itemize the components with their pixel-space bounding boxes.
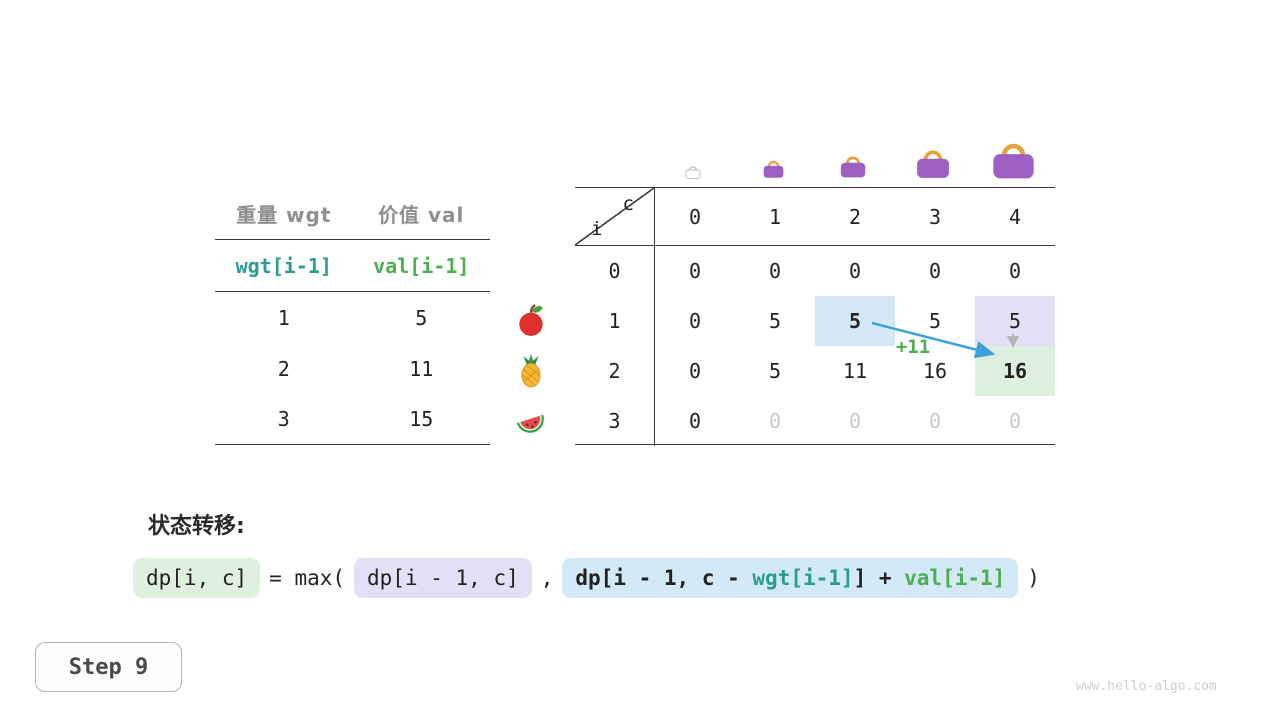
- dp-cell: 0: [688, 259, 702, 283]
- formula-separator: ,: [540, 566, 554, 590]
- item-row: 2 11: [215, 343, 490, 394]
- take-val-term: val[i-1]: [904, 566, 1006, 590]
- dp-cell: 0: [928, 409, 942, 433]
- item-value: 5: [415, 305, 428, 330]
- take-prefix: dp[i - 1, c -: [575, 566, 753, 590]
- item-weight: 1: [277, 305, 290, 330]
- bag-large-icon: [916, 146, 950, 180]
- items-table-formula-row: wgt[i-1] val[i-1]: [215, 240, 490, 292]
- dp-cell: 0: [848, 409, 862, 433]
- dp-row-header: 2: [575, 346, 655, 396]
- dp-cell: 11: [842, 359, 868, 383]
- dp-cell: 0: [928, 259, 942, 283]
- items-table: 重量 wgt 价值 val wgt[i-1] val[i-1] 1 5 2 11…: [215, 188, 490, 445]
- item-weight: 3: [277, 407, 290, 431]
- dp-cell: 0: [768, 259, 782, 283]
- dp-cell: 0: [688, 359, 702, 383]
- dp-col-header: 4: [1008, 204, 1022, 229]
- item-axis-label: i: [591, 218, 603, 240]
- item-value: 15: [409, 407, 434, 431]
- watermelon-icon: [514, 405, 548, 439]
- dp-row: 3 0 0 0 0 0: [575, 396, 1055, 446]
- bag-xlarge-icon: [992, 138, 1035, 181]
- dp-cell: 5: [768, 309, 782, 333]
- formula-chip-take: dp[i - 1, c - wgt[i-1]] + val[i-1]: [562, 558, 1019, 598]
- formula-closing: ): [1027, 566, 1040, 590]
- dp-cell: 0: [768, 409, 782, 433]
- bag-small-icon: [763, 158, 784, 179]
- take-middle: ] +: [853, 566, 905, 590]
- formula-chip-keep: dp[i - 1, c]: [354, 558, 532, 598]
- item-row: 3 15: [215, 394, 490, 445]
- dp-row-header: 3: [575, 396, 655, 446]
- dp-row: 0 0 0 0 0 0: [575, 246, 1055, 296]
- dp-col-header: 3: [928, 204, 942, 229]
- wgt-formula-cell: wgt[i-1]: [235, 253, 332, 278]
- add-value-annotation: +11: [895, 336, 931, 358]
- take-wgt-term: wgt[i-1]: [752, 566, 854, 590]
- dp-col-header: 1: [768, 204, 782, 229]
- dp-cell: 16: [922, 359, 948, 383]
- dp-cell: 0: [688, 409, 702, 433]
- step-button[interactable]: Step 9: [35, 642, 182, 692]
- watermark: www.hello-algo.com: [1076, 679, 1217, 694]
- dp-cell: 0: [848, 259, 862, 283]
- item-value: 11: [409, 356, 434, 381]
- dp-cell: 0: [1008, 259, 1022, 283]
- dp-table-header-row: c i 0 1 2 3 4: [575, 188, 1055, 246]
- col-header-value: 价值 val: [378, 203, 465, 227]
- bag-medium-icon: [840, 153, 866, 179]
- dp-cell-result: 16: [975, 346, 1055, 396]
- capacity-axis-label: c: [622, 193, 634, 215]
- formula-operator: = max(: [269, 566, 346, 590]
- formula-chip-current: dp[i, c]: [133, 558, 261, 598]
- dp-col-header: 2: [848, 204, 862, 229]
- dp-table: c i 0 1 2 3 4 0 0 0 0 0 0 1 0 5 5 5 5 2: [575, 187, 1055, 446]
- dp-row: 2 0 5 11 16 16: [575, 346, 1055, 396]
- dp-row-header: 1: [575, 296, 655, 346]
- dp-corner-cell: c i: [575, 188, 655, 245]
- state-transition-formula: dp[i, c] = max( dp[i - 1, c] , dp[i - 1,…: [133, 558, 1040, 598]
- state-transition-label: 状态转移:: [148, 514, 245, 539]
- col-header-weight: 重量 wgt: [236, 203, 332, 227]
- dp-row-header: 0: [575, 246, 655, 296]
- dp-cell: 0: [1008, 409, 1022, 433]
- item-row: 1 5: [215, 292, 490, 343]
- dp-cell: 0: [688, 309, 702, 333]
- apple-icon: [514, 303, 548, 337]
- dp-col-header: 0: [688, 204, 702, 229]
- val-formula-cell: val[i-1]: [373, 253, 470, 278]
- dp-row: 1 0 5 5 5 5: [575, 296, 1055, 346]
- item-weight: 2: [277, 356, 290, 381]
- dp-cell-keep-source: 5: [975, 296, 1055, 346]
- items-table-header-row: 重量 wgt 价值 val: [215, 188, 490, 240]
- pineapple-icon: [514, 354, 548, 388]
- dp-cell: 5: [768, 359, 782, 383]
- bag-outline-tiny-icon: [685, 164, 701, 180]
